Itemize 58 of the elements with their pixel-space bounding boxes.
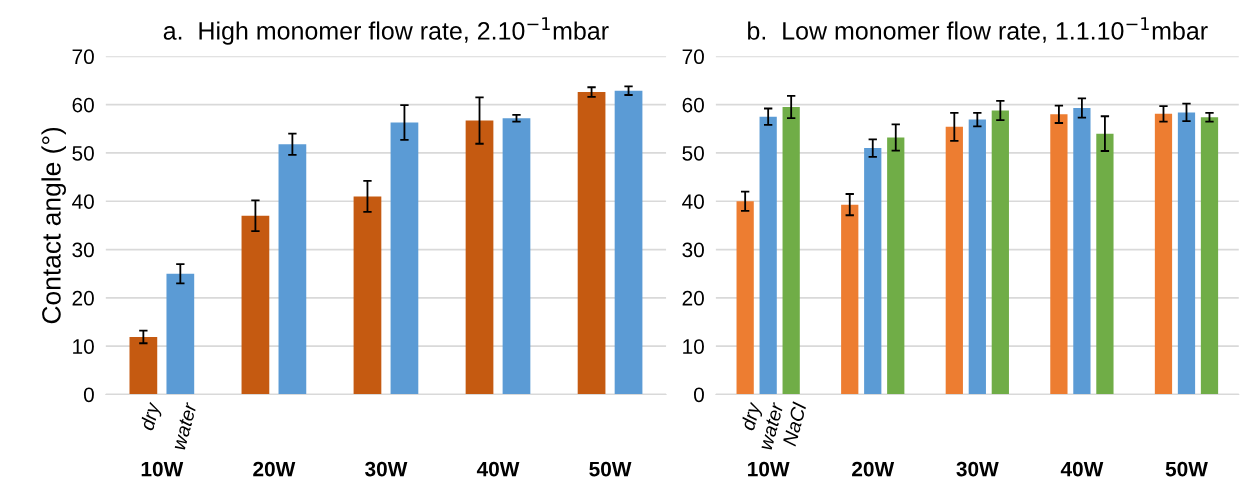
- x-tick-label: 40W: [476, 461, 520, 477]
- bar: [390, 122, 419, 395]
- bar: [129, 336, 158, 395]
- bar: [1177, 112, 1196, 395]
- y-tick-label: 30: [72, 242, 94, 258]
- bar: [278, 144, 307, 395]
- x-tick-label: 50W: [589, 461, 632, 477]
- bar: [1096, 133, 1114, 395]
- y-tick-label: 0: [693, 387, 704, 403]
- y-tick-label: 40: [72, 194, 94, 209]
- bar: [759, 116, 777, 395]
- bar: [353, 196, 382, 395]
- x-tick-label: 30W: [365, 461, 408, 477]
- bar: [1073, 108, 1091, 395]
- y-tick-label: 50: [682, 145, 704, 161]
- x-tick-label: 40W: [1060, 461, 1104, 477]
- bar: [945, 126, 963, 395]
- y-tick-label: 10: [683, 339, 704, 354]
- bar: [864, 148, 882, 395]
- bar: [841, 204, 859, 395]
- bar: [614, 90, 643, 395]
- y-tick-label: 30: [682, 242, 704, 258]
- bar: [577, 92, 606, 395]
- y-tick-label: 60: [682, 97, 704, 113]
- y-tick-label: 10: [73, 339, 94, 354]
- y-tick-label: 40: [682, 194, 704, 209]
- bar: [887, 137, 905, 395]
- chart-title: a. High monomer flow rate, 2.10$^{−1}$mbar: [163, 17, 609, 45]
- bar: [782, 107, 800, 395]
- y-axis-title: Contact angle (°): [41, 127, 66, 324]
- text: water: [172, 401, 198, 451]
- bar: [465, 120, 494, 395]
- x-tick-label: 20W: [852, 461, 895, 477]
- bar: [166, 273, 195, 395]
- bar: [502, 118, 531, 395]
- chart-title: b. Low monomer flow rate, 1.1.10$^{−1}$mbar: [748, 17, 1208, 43]
- y-tick-label: 20: [72, 290, 94, 306]
- bar: [1200, 117, 1219, 395]
- bar: [991, 110, 1009, 395]
- text: dry: [740, 400, 765, 432]
- y-tick-label: 70: [72, 49, 94, 65]
- y-tick-label: 0: [83, 387, 94, 403]
- bar: [1154, 113, 1173, 395]
- x-tick-label: 10W: [141, 461, 184, 477]
- bar: [241, 215, 270, 395]
- x-tick-label: 20W: [253, 461, 296, 477]
- bar: [968, 119, 986, 395]
- x-tick-label: 50W: [1165, 461, 1208, 477]
- y-tick-label: 70: [682, 49, 704, 65]
- bar: [1050, 114, 1068, 395]
- text: NaCl: [781, 401, 807, 447]
- text: dry: [139, 400, 164, 432]
- y-tick-label: 20: [682, 290, 704, 306]
- x-tick-label: 10W: [748, 461, 790, 477]
- x-tick-label: 30W: [956, 461, 999, 477]
- bar: [736, 201, 754, 395]
- y-tick-label: 60: [72, 97, 94, 113]
- y-tick-label: 50: [72, 145, 94, 161]
